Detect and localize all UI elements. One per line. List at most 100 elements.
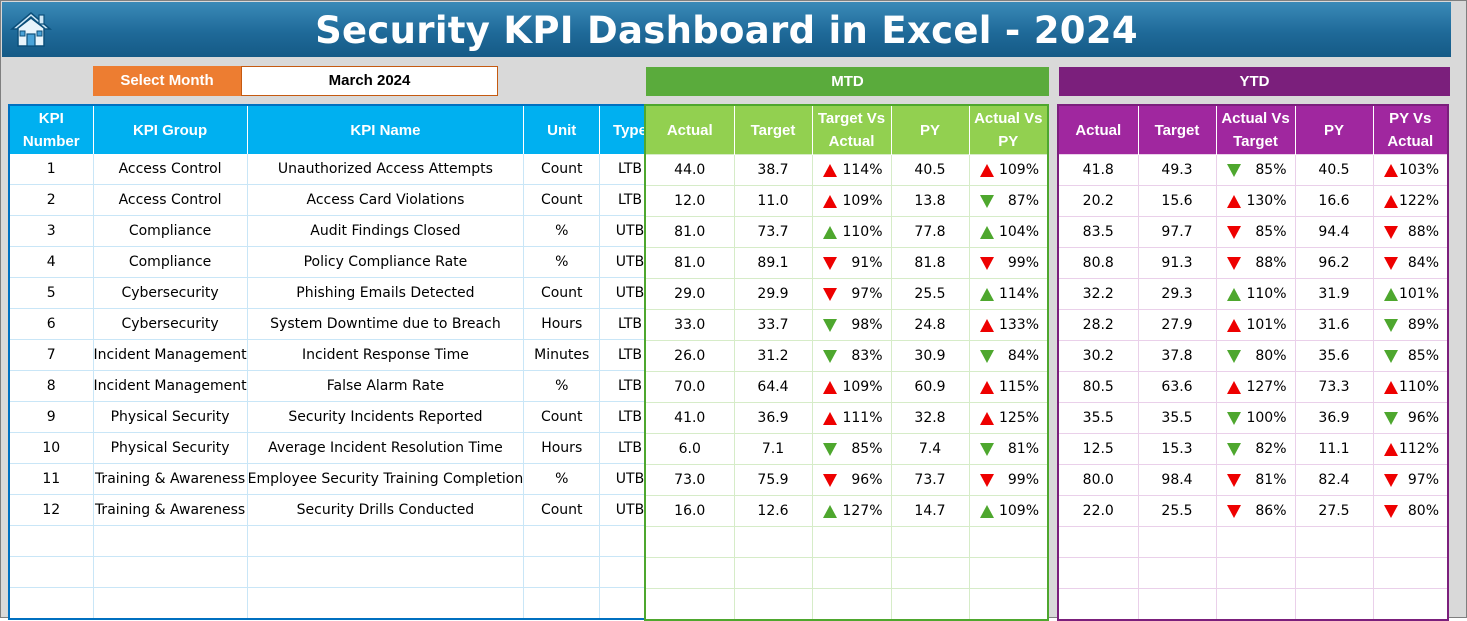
mtd-actual-vs-py-cell-content: 99% <box>970 255 1048 271</box>
empty-row <box>644 588 1049 621</box>
kpi-info-table: KPI Number KPI Group KPI Name Unit Type … <box>8 104 662 620</box>
ytd-target-cell: 25.5 <box>1137 495 1217 527</box>
kpi-table-row: 1 Access Control Unauthorized Access Attem… <box>8 154 662 185</box>
mtd-actual-vs-py-cell: 104% <box>968 216 1049 248</box>
mtd-actual-vs-py-cell: 115% <box>968 371 1049 403</box>
down-triangle-green-icon <box>1383 318 1398 332</box>
ytd-actual-vs-target-cell-content: 127% <box>1217 379 1295 395</box>
kpi-number-cell: 9 <box>8 401 94 433</box>
mtd-table-row: 41.0 36.9 111% 32.8 125% <box>644 402 1049 434</box>
kpi-group-cell: Training & Awareness <box>92 494 248 526</box>
home-icon[interactable] <box>9 8 53 52</box>
kpi-group-cell: Incident Management <box>92 339 248 371</box>
mtd-target-vs-actual-cell-value: 97% <box>851 286 883 302</box>
kpi-table-row: 3 Compliance Audit Findings Closed% UTB <box>8 215 662 247</box>
mtd-table-row: 81.0 89.1 91% 81.8 99% <box>644 247 1049 279</box>
mtd-target-cell: 36.9 <box>733 402 813 434</box>
mtd-py-cell: 25.5 <box>890 278 970 310</box>
ytd-py-vs-actual-cell: 112% <box>1372 433 1449 465</box>
mtd-target-vs-actual-cell: 97% <box>811 278 892 310</box>
ytd-target-cell: 91.3 <box>1137 247 1217 279</box>
month-dropdown[interactable]: March 2024 <box>241 66 498 96</box>
mtd-target-vs-actual-cell-content: 85% <box>813 441 891 457</box>
down-triangle-red-icon <box>822 287 837 301</box>
up-triangle-red-icon <box>822 411 837 425</box>
ytd-actual-vs-target-cell-content: 130% <box>1217 193 1295 209</box>
ytd-actual-vs-target-cell-content: 100% <box>1217 410 1295 426</box>
mtd-actual-vs-py-cell-content: 81% <box>970 441 1048 457</box>
ytd-py-cell: 82.4 <box>1294 464 1374 496</box>
mtd-target-cell: 73.7 <box>733 216 813 248</box>
ytd-header-actual: Actual <box>1058 105 1139 155</box>
down-triangle-green-icon <box>1226 411 1241 425</box>
ytd-py-vs-actual-cell-content: 89% <box>1374 317 1448 333</box>
mtd-actual-vs-py-cell: 81% <box>968 433 1049 465</box>
down-triangle-red-icon <box>1383 256 1398 270</box>
kpi-table-row: 6 Cybersecurity System Downtime due to Bre… <box>8 308 662 340</box>
down-triangle-green-icon <box>1383 349 1398 363</box>
mtd-actual-vs-py-cell-value: 115% <box>998 379 1039 395</box>
ytd-actual-vs-target-cell-value: 130% <box>1246 193 1287 209</box>
kpi-name-cell: Unauthorized Access Attempts <box>246 154 525 185</box>
ytd-actual-vs-target-cell: 130% <box>1215 185 1296 217</box>
empty-cell <box>1294 588 1374 621</box>
down-triangle-green-icon <box>822 349 837 363</box>
ytd-py-vs-actual-cell-value: 89% <box>1407 317 1439 333</box>
mtd-target-vs-actual-cell: 96% <box>811 464 892 496</box>
mtd-target-vs-actual-cell: 91% <box>811 247 892 279</box>
empty-cell <box>890 526 970 558</box>
ytd-py-cell: 94.4 <box>1294 216 1374 248</box>
up-triangle-green-icon <box>979 287 994 301</box>
empty-cell <box>890 588 970 621</box>
empty-row <box>8 556 662 588</box>
mtd-py-cell: 60.9 <box>890 371 970 403</box>
ytd-py-vs-actual-cell-content: 80% <box>1374 503 1448 519</box>
empty-cell <box>644 557 735 589</box>
ytd-py-vs-actual-cell: 110% <box>1372 371 1449 403</box>
kpi-name-cell: Phishing Emails Detected <box>246 277 525 309</box>
mtd-actual-cell: 29.0 <box>644 278 735 310</box>
header-kpi-number: KPI Number <box>9 105 94 154</box>
ytd-py-vs-actual-cell-content: 112% <box>1374 441 1448 457</box>
unit-cell: Count <box>523 154 601 185</box>
mtd-table-row: 16.0 12.6 127% 14.7 109% <box>644 495 1049 527</box>
mtd-actual-vs-py-cell-value: 114% <box>998 286 1039 302</box>
ytd-py-cell: 35.6 <box>1294 340 1374 372</box>
kpi-group-cell: Compliance <box>92 246 248 278</box>
mtd-py-cell: 77.8 <box>890 216 970 248</box>
ytd-actual-cell: 41.8 <box>1057 154 1139 186</box>
unit-cell: Count <box>523 494 601 526</box>
up-triangle-red-icon <box>1383 380 1398 394</box>
empty-cell <box>811 557 892 589</box>
ytd-target-cell: 49.3 <box>1137 154 1217 186</box>
empty-cell <box>968 557 1049 589</box>
mtd-actual-cell: 44.0 <box>644 154 735 186</box>
mtd-header-target-vs-actual: Target Vs Actual <box>812 105 892 155</box>
ytd-target-cell: 15.6 <box>1137 185 1217 217</box>
mtd-target-cell: 89.1 <box>733 247 813 279</box>
mtd-target-vs-actual-cell-content: 111% <box>813 410 891 426</box>
kpi-number-cell: 11 <box>8 463 94 495</box>
up-triangle-red-icon <box>979 380 994 394</box>
mtd-actual-vs-py-cell-value: 133% <box>998 317 1039 333</box>
down-triangle-red-icon <box>1226 256 1241 270</box>
ytd-py-vs-actual-cell: 85% <box>1372 340 1449 372</box>
kpi-number-cell: 1 <box>8 154 94 185</box>
header-unit: Unit <box>523 105 601 154</box>
unit-cell: Hours <box>523 432 601 464</box>
ytd-py-vs-actual-cell: 84% <box>1372 247 1449 279</box>
ytd-py-vs-actual-cell: 80% <box>1372 495 1449 527</box>
down-triangle-red-icon <box>979 473 994 487</box>
down-triangle-green-icon <box>1226 349 1241 363</box>
ytd-actual-vs-target-cell: 100% <box>1215 402 1296 434</box>
ytd-actual-cell: 20.2 <box>1057 185 1139 217</box>
empty-cell <box>8 587 94 620</box>
empty-cell <box>811 526 892 558</box>
kpi-group-cell: Training & Awareness <box>92 463 248 495</box>
ytd-py-cell: 40.5 <box>1294 154 1374 186</box>
up-triangle-red-icon <box>1383 163 1398 177</box>
ytd-actual-vs-target-cell-content: 81% <box>1217 472 1295 488</box>
empty-cell <box>968 526 1049 558</box>
ytd-actual-vs-target-cell: 110% <box>1215 278 1296 310</box>
mtd-actual-vs-py-cell-content: 99% <box>970 472 1048 488</box>
